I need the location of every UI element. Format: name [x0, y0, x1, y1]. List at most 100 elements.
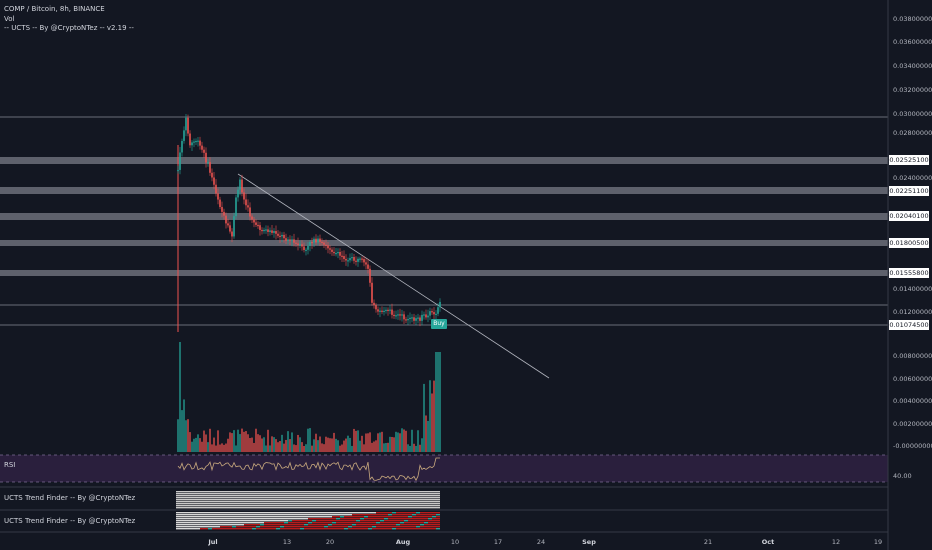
trend-finder-cell	[404, 516, 408, 518]
trend-finder-cell	[404, 507, 408, 509]
trend-finder-cell	[244, 501, 248, 503]
trend-finder-cell	[228, 495, 232, 497]
trend-finder-cell	[328, 512, 332, 514]
trend-finder-cell	[284, 528, 288, 530]
volume-bar	[323, 444, 325, 452]
trend-finder-cell	[196, 493, 200, 495]
trend-finder-cell	[368, 505, 372, 507]
candle-body	[309, 242, 311, 246]
candle-body	[439, 301, 441, 308]
volume-bar	[249, 438, 251, 452]
level-tag[interactable]: 0.02525100	[889, 155, 929, 165]
candle-body	[255, 222, 257, 225]
trend-finder-cell	[420, 495, 424, 497]
trend-finder-label-2[interactable]: UCTS Trend Finder -- By @CryptoNTez	[4, 517, 136, 525]
trend-finder-cell	[248, 518, 252, 520]
volume-bar	[363, 444, 365, 452]
trend-finder-cell	[436, 495, 440, 497]
trend-line[interactable]	[237, 173, 550, 379]
trend-finder-cell	[204, 505, 208, 507]
trend-finder-cell	[204, 514, 208, 516]
candle-body	[293, 239, 295, 243]
trend-finder-cell	[396, 524, 400, 526]
trend-finder-cell	[264, 528, 268, 530]
trend-finder-cell	[360, 503, 364, 505]
trend-finder-cell	[200, 522, 204, 524]
trend-finder-cell	[376, 516, 380, 518]
trend-finder-cell	[184, 505, 188, 507]
trend-finder-cell	[200, 524, 204, 526]
candle-body	[401, 314, 403, 316]
trend-finder-cell	[300, 493, 304, 495]
trend-finder-cell	[412, 526, 416, 528]
trend-finder-cell	[184, 499, 188, 501]
candle-body	[361, 258, 363, 260]
rsi-label[interactable]: RSI	[4, 461, 16, 469]
trend-finder-cell	[376, 528, 380, 530]
trend-finder-cell	[228, 503, 232, 505]
trend-finder-cell	[240, 518, 244, 520]
trend-finder-cell	[360, 518, 364, 520]
volume-bar	[387, 442, 389, 452]
candle-body	[323, 242, 325, 245]
candle-body	[291, 239, 293, 241]
symbol-title[interactable]: COMP / Bitcoin, 8h, BINANCE	[4, 5, 105, 13]
trend-finder-cell	[204, 493, 208, 495]
trend-finder-cell	[296, 497, 300, 499]
level-tag[interactable]: 0.02251100	[889, 186, 929, 196]
trend-finder-cell	[220, 491, 224, 493]
trend-finder-cell	[432, 518, 436, 520]
level-tag[interactable]: 0.01074500	[889, 320, 929, 330]
trend-finder-cell	[260, 516, 264, 518]
candle-body	[235, 197, 237, 217]
trend-finder-cell	[232, 522, 236, 524]
trend-finder-cell	[328, 524, 332, 526]
trend-finder-cell	[388, 526, 392, 528]
trend-finder-cell	[432, 499, 436, 501]
volume-bar	[191, 441, 193, 452]
date-tick: 21	[703, 538, 713, 546]
trend-finder-cell	[288, 528, 292, 530]
trend-finder-cell	[308, 503, 312, 505]
trend-finder-cell	[380, 526, 384, 528]
trend-finder-cell	[332, 501, 336, 503]
trend-finder-cell	[268, 499, 272, 501]
trend-finder-cell	[268, 514, 272, 516]
price-tick: 0.03000000	[893, 110, 932, 118]
trend-finder-cell	[184, 503, 188, 505]
level-tag[interactable]: 0.01555800	[889, 268, 929, 278]
trend-finder-cell	[232, 520, 236, 522]
trend-finder-cell	[180, 528, 184, 530]
indicator-label[interactable]: -- UCTS -- By @CryptoNTez -- v2.19 --	[4, 24, 134, 32]
trend-finder-cell	[400, 491, 404, 493]
trend-finder-label-1[interactable]: UCTS Trend Finder -- By @CryptoNTez	[4, 494, 136, 502]
trend-finder-cell	[256, 518, 260, 520]
trend-finder-cell	[428, 520, 432, 522]
buy-signal-label[interactable]: Buy	[431, 319, 447, 329]
trend-finder-cell	[312, 507, 316, 509]
trend-finder-cell	[276, 499, 280, 501]
trend-finder-cell	[200, 526, 204, 528]
level-tag[interactable]: 0.02040100	[889, 211, 929, 221]
volume-label[interactable]: Vol	[4, 14, 15, 23]
candle-body	[221, 206, 223, 212]
trend-finder-cell	[404, 512, 408, 514]
trend-finder-cell	[248, 516, 252, 518]
trend-finder-cell	[228, 505, 232, 507]
volume-bar	[215, 445, 217, 452]
trend-finder-cell	[244, 495, 248, 497]
trend-finder-cell	[400, 516, 404, 518]
trend-finder-cell	[176, 520, 180, 522]
trend-finder-cell	[296, 518, 300, 520]
trend-finder-cell	[184, 522, 188, 524]
trend-finder-cell	[296, 503, 300, 505]
volume-bar	[193, 438, 195, 452]
trend-finder-cell	[252, 520, 256, 522]
trend-finder-cell	[260, 526, 264, 528]
candle-body	[317, 238, 319, 243]
trend-finder-cell	[332, 514, 336, 516]
level-tag[interactable]: 0.01800500	[889, 238, 929, 248]
trend-finder-cell	[352, 526, 356, 528]
trend-finder-cell	[192, 524, 196, 526]
